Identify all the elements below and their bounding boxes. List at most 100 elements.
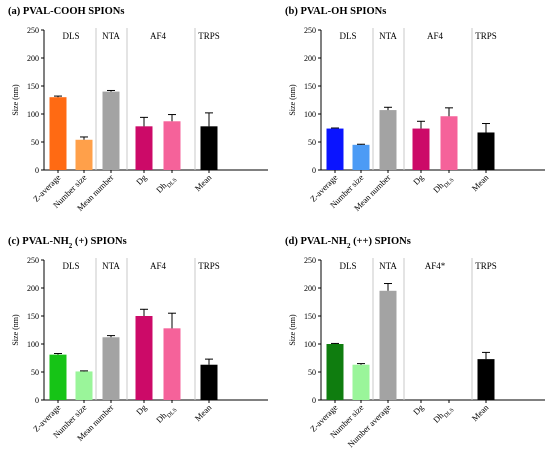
- bar: [76, 140, 93, 170]
- chart-panel: (b) PVAL-OH SPIONs 0 50 100 150 200 250 Size (n…: [285, 6, 545, 213]
- x-tick-label-main: Dh: [154, 180, 169, 195]
- x-tick-label-main: Dg: [411, 402, 426, 417]
- y-tick-label: 100: [304, 340, 316, 349]
- group-label: NTA: [102, 261, 120, 271]
- y-tick-label: 200: [27, 284, 39, 293]
- y-axis-title: Size (nm): [288, 84, 297, 116]
- y-tick-label: 0: [312, 396, 316, 405]
- group-label: TRPS: [475, 261, 497, 271]
- y-axis-title: Size (nm): [288, 314, 297, 346]
- bar: [201, 126, 218, 170]
- x-tick-label: Dg: [411, 402, 426, 417]
- group-label: TRPS: [475, 31, 497, 41]
- x-tick-label-subscript: DLS: [443, 407, 455, 419]
- bar: [103, 337, 120, 400]
- y-tick-label: 0: [35, 396, 39, 405]
- y-tick-label: 200: [304, 284, 316, 293]
- bar: [478, 132, 495, 170]
- bar: [478, 359, 495, 400]
- x-tick-label: Dg: [134, 172, 149, 187]
- y-tick-label: 50: [31, 368, 39, 377]
- panel-title: (b) PVAL-OH SPIONs: [285, 6, 386, 17]
- x-tick-label: Dg: [411, 172, 426, 187]
- bar: [353, 145, 370, 170]
- y-axis-title: Size (nm): [11, 314, 20, 346]
- group-label: DLS: [62, 261, 79, 271]
- y-tick-label: 150: [304, 82, 316, 91]
- x-tick-label: Dg: [134, 402, 149, 417]
- y-tick-label: 0: [35, 166, 39, 175]
- group-label: DLS: [62, 31, 79, 41]
- y-tick-label: 100: [27, 110, 39, 119]
- y-tick-label: 200: [27, 54, 39, 63]
- y-tick-label: 150: [27, 82, 39, 91]
- group-label: AF4: [427, 31, 444, 41]
- bar: [327, 129, 344, 170]
- bar: [413, 129, 430, 170]
- chart-panel: (c) PVAL-NH2 (+) SPIONs 0 50 100 150 200 250 Si…: [8, 236, 268, 443]
- bar: [327, 344, 344, 400]
- y-tick-label: 50: [308, 138, 316, 147]
- group-label: TRPS: [198, 31, 220, 41]
- x-tick-label: DhDLS: [154, 172, 179, 197]
- chart-panel: (d) PVAL-NH2 (++) SPIONs 0 50 100 150 200 250 S…: [285, 236, 545, 449]
- x-tick-label-main: Dg: [134, 172, 149, 187]
- x-tick-label-main: Mean: [193, 172, 214, 193]
- bar: [50, 355, 67, 400]
- x-tick-label-subscript: DLS: [166, 177, 178, 189]
- x-tick-label-main: Dh: [431, 410, 446, 425]
- group-label: DLS: [339, 31, 356, 41]
- panel-title-main: (d) PVAL-NH: [285, 236, 347, 247]
- bar: [380, 110, 397, 170]
- bar: [164, 121, 181, 170]
- y-tick-label: 100: [27, 340, 39, 349]
- panel-title-rest: (+) SPIONs: [72, 236, 126, 247]
- x-tick-label: Mean: [193, 402, 214, 423]
- bar: [353, 365, 370, 400]
- x-tick-label-main: Mean: [193, 402, 214, 423]
- x-tick-label: DhDLS: [154, 402, 179, 427]
- y-tick-label: 100: [304, 110, 316, 119]
- group-label: AF4*: [425, 261, 446, 271]
- x-tick-label: Mean: [193, 172, 214, 193]
- y-tick-label: 50: [308, 368, 316, 377]
- y-tick-label: 250: [304, 26, 316, 35]
- x-tick-label-subscript: DLS: [443, 177, 455, 189]
- panel-title: (d) PVAL-NH2 (++) SPIONs: [285, 236, 411, 250]
- bar: [164, 328, 181, 400]
- panel-title: (c) PVAL-NH2 (+) SPIONs: [8, 236, 127, 250]
- group-label: NTA: [379, 261, 397, 271]
- y-axis-title: Size (nm): [11, 84, 20, 116]
- bar: [76, 371, 93, 400]
- bar: [136, 126, 153, 170]
- bar: [201, 365, 218, 400]
- bar: [441, 116, 458, 170]
- y-tick-label: 250: [27, 256, 39, 265]
- y-tick-label: 0: [312, 166, 316, 175]
- x-tick-label-subscript: DLS: [166, 407, 178, 419]
- x-tick-label: DhDLS: [431, 402, 456, 427]
- y-tick-label: 200: [304, 54, 316, 63]
- panel-title: (a) PVAL-COOH SPIONs: [8, 6, 124, 17]
- group-label: DLS: [339, 261, 356, 271]
- chart-panel: (a) PVAL-COOH SPIONs 0 50 100 150 200 250 Size …: [8, 6, 268, 213]
- bar: [380, 291, 397, 400]
- y-tick-label: 50: [31, 138, 39, 147]
- bar: [136, 316, 153, 400]
- x-tick-label-main: Dg: [134, 402, 149, 417]
- x-tick-label-main: Mean: [470, 172, 491, 193]
- bar: [50, 97, 67, 170]
- panel-title-main: (a) PVAL-COOH SPIONs: [8, 6, 124, 17]
- group-label: TRPS: [198, 261, 220, 271]
- x-tick-label: DhDLS: [431, 172, 456, 197]
- panel-title-main: (b) PVAL-OH SPIONs: [285, 6, 386, 17]
- group-label: AF4: [150, 261, 167, 271]
- panel-title-main: (c) PVAL-NH: [8, 236, 69, 247]
- y-tick-label: 250: [304, 256, 316, 265]
- group-label: NTA: [379, 31, 397, 41]
- y-tick-label: 150: [27, 312, 39, 321]
- y-tick-label: 250: [27, 26, 39, 35]
- x-tick-label: Mean: [470, 402, 491, 423]
